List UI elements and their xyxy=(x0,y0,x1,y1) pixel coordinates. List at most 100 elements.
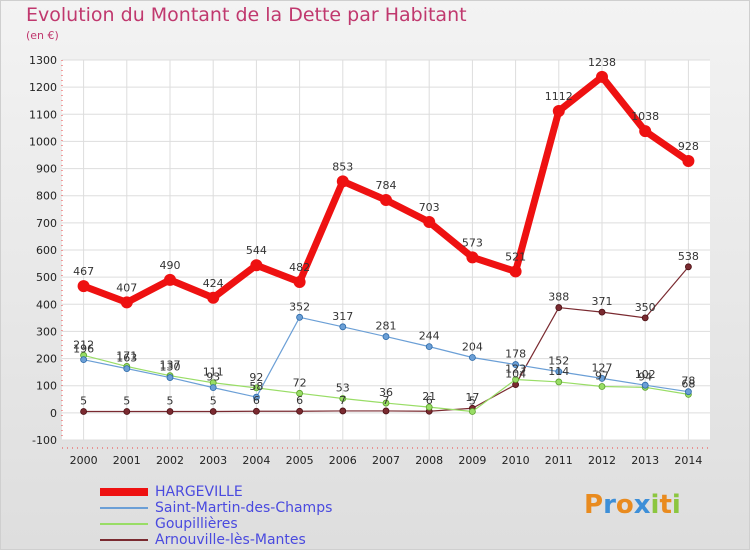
data-point xyxy=(555,304,563,311)
x-tick-label: 2011 xyxy=(545,454,573,467)
y-tick-label: 1000 xyxy=(29,135,57,148)
data-point xyxy=(425,403,433,411)
y-tick-label: 0 xyxy=(50,407,57,420)
data-point xyxy=(639,125,652,138)
data-point xyxy=(252,393,260,401)
y-tick-label: 700 xyxy=(36,217,57,230)
data-point xyxy=(641,314,649,322)
data-label: 58 xyxy=(249,380,263,393)
data-label: 127 xyxy=(592,361,613,374)
x-tick-label: 2007 xyxy=(372,454,400,467)
chart-title: Evolution du Montant de la Dette par Hab… xyxy=(26,4,467,26)
data-label: 17 xyxy=(465,391,479,404)
data-point xyxy=(555,378,563,386)
data-point xyxy=(339,323,347,331)
data-point xyxy=(250,259,263,272)
data-point xyxy=(77,280,90,293)
data-label: 130 xyxy=(160,361,181,374)
axis-layer: -100 0 100 200 300 400 500 600 700 800 900 1000 1100… xyxy=(29,54,710,467)
y-tick-label: 800 xyxy=(36,190,57,203)
data-label: 93 xyxy=(206,371,220,384)
x-tick-label: 2000 xyxy=(70,454,98,467)
data-label: 6 xyxy=(253,394,260,407)
data-label: 137 xyxy=(160,359,181,372)
data-label: 1112 xyxy=(545,90,573,103)
data-point xyxy=(80,408,87,415)
data-point xyxy=(207,291,220,304)
data-point xyxy=(468,408,476,415)
data-point xyxy=(509,265,522,278)
legend-swatch xyxy=(100,539,148,541)
logo-letter: i xyxy=(650,490,660,520)
data-point xyxy=(339,395,347,402)
data-label: 371 xyxy=(592,295,613,308)
data-point xyxy=(293,276,306,289)
data-point xyxy=(252,407,260,415)
grid-layer xyxy=(62,59,710,441)
data-point xyxy=(598,383,606,390)
x-tick-label: 2014 xyxy=(674,454,702,467)
data-label: 6 xyxy=(426,394,433,407)
logo-letter: r xyxy=(603,490,616,520)
data-point xyxy=(512,361,519,368)
x-tick-label: 2008 xyxy=(415,454,443,467)
data-point xyxy=(512,376,519,383)
y-tick-label: 100 xyxy=(36,380,57,393)
legend-label: Arnouville-lès-Mantes xyxy=(155,532,306,548)
data-label: 5 xyxy=(123,395,130,408)
data-label: 281 xyxy=(376,320,397,333)
data-point xyxy=(382,407,390,415)
data-label: 7 xyxy=(383,394,390,407)
logo-letter: i xyxy=(671,490,681,520)
data-label: 94 xyxy=(638,370,652,383)
data-label: 104 xyxy=(505,368,526,381)
data-label: 5 xyxy=(469,395,476,408)
data-label: 407 xyxy=(116,281,137,294)
data-label: 212 xyxy=(73,338,94,351)
data-label: 928 xyxy=(678,140,699,153)
data-label: 72 xyxy=(293,376,307,389)
data-label: 97 xyxy=(595,370,609,383)
series-layer xyxy=(77,70,695,415)
data-label: 5 xyxy=(167,395,174,408)
data-point xyxy=(552,105,565,118)
x-tick-label: 2009 xyxy=(458,454,486,467)
data-point xyxy=(164,273,176,286)
data-label: 123 xyxy=(505,362,526,375)
x-tick-label: 2012 xyxy=(588,454,616,467)
y-tick-label: 1200 xyxy=(29,81,57,94)
y-tick-label: 500 xyxy=(36,271,57,284)
data-point xyxy=(166,408,174,415)
data-point xyxy=(685,388,692,396)
data-label: 350 xyxy=(635,301,656,314)
unit-label: (en €) xyxy=(26,29,59,42)
y-tick-label: 400 xyxy=(36,298,57,311)
data-point xyxy=(296,389,304,397)
data-label: 544 xyxy=(246,244,267,257)
data-label: 482 xyxy=(289,261,310,274)
data-label: 538 xyxy=(678,250,699,263)
data-point xyxy=(685,263,692,271)
data-point xyxy=(336,175,349,188)
data-point xyxy=(380,194,392,207)
legend-label: HARGEVILLE xyxy=(155,484,243,500)
data-label: 204 xyxy=(462,340,483,353)
x-tick-label: 2002 xyxy=(156,454,184,467)
data-point xyxy=(252,384,260,392)
data-label: 178 xyxy=(505,348,526,361)
y-tick-label: 200 xyxy=(36,353,57,366)
data-label: 163 xyxy=(116,352,137,365)
data-label: 352 xyxy=(289,300,310,313)
data-label: 5 xyxy=(210,395,217,408)
x-tick-label: 2010 xyxy=(502,454,530,467)
data-label: 244 xyxy=(419,330,440,343)
data-point xyxy=(555,368,563,376)
data-point xyxy=(598,308,606,316)
data-point xyxy=(166,374,174,381)
x-tick-label: 2005 xyxy=(286,454,314,467)
data-point xyxy=(123,408,131,415)
data-point xyxy=(382,399,390,407)
data-point xyxy=(423,216,436,229)
y-tick-label: 600 xyxy=(36,244,57,257)
